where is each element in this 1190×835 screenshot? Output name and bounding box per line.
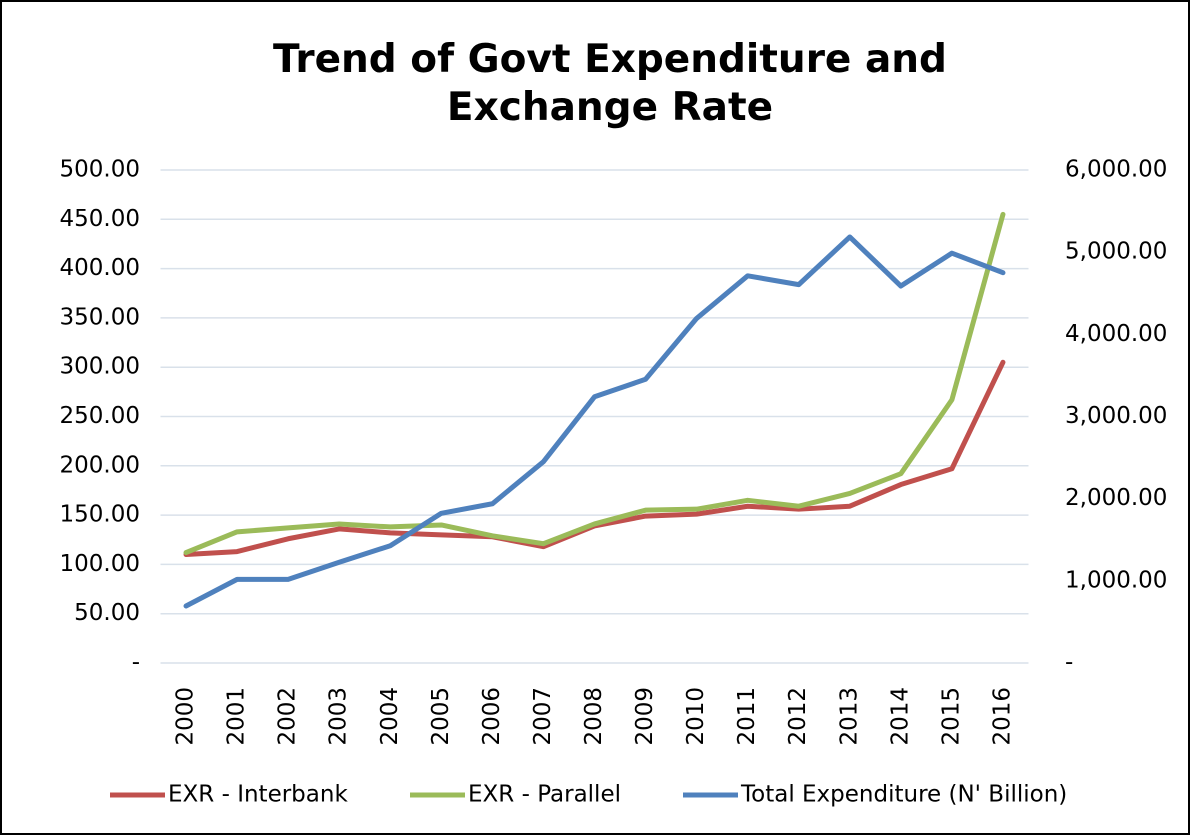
x-tick-label: 2000 xyxy=(173,687,199,746)
x-tick-label: 2008 xyxy=(581,687,607,746)
x-tick-label: 2015 xyxy=(938,687,964,746)
y-tick-label: 150.00 xyxy=(60,502,140,528)
x-tick-label: 2005 xyxy=(428,687,454,746)
x-tick-label: 2012 xyxy=(785,687,811,746)
x-tick-label: 2007 xyxy=(530,687,556,746)
series-line xyxy=(183,234,1006,609)
x-tick-label: 2006 xyxy=(479,687,505,746)
x-tick-label: 2014 xyxy=(887,687,913,746)
x-tick-label: 2002 xyxy=(275,687,301,746)
series-line xyxy=(183,211,1006,556)
y2-tick-label: 5,000.00 xyxy=(1065,239,1167,265)
y-tick-label: 300.00 xyxy=(60,354,140,380)
x-tick-label: 2016 xyxy=(989,687,1015,746)
y2-tick-label: 3,000.00 xyxy=(1065,403,1167,429)
x-tick-label: 2001 xyxy=(224,687,250,746)
y2-tick-label: 6,000.00 xyxy=(1065,157,1167,183)
y-tick-label: 100.00 xyxy=(60,551,140,577)
legend-label: EXR - Parallel xyxy=(468,782,621,808)
legend-label: EXR - Interbank xyxy=(168,782,348,808)
y-tick-label: 250.00 xyxy=(60,403,140,429)
x-tick-label: 2003 xyxy=(326,687,352,746)
y-tick-label: 50.00 xyxy=(74,600,140,626)
y-tick-label: 200.00 xyxy=(60,452,140,478)
y2-tick-label: 2,000.00 xyxy=(1065,485,1167,511)
y-tick-label: - xyxy=(132,650,140,676)
y2-tick-label: - xyxy=(1065,650,1073,676)
x-tick-label: 2011 xyxy=(734,687,760,746)
y-tick-label: 450.00 xyxy=(60,206,140,232)
y2-tick-label: 4,000.00 xyxy=(1065,321,1167,347)
x-tick-label: 2009 xyxy=(632,687,658,746)
x-tick-label: 2010 xyxy=(683,687,709,746)
x-tick-label: 2004 xyxy=(377,687,403,746)
y2-tick-label: 1,000.00 xyxy=(1065,567,1167,593)
legend-label: Total Expenditure (N' Billion) xyxy=(740,782,1067,808)
y-tick-label: 500.00 xyxy=(60,157,140,183)
chart-title: Trend of Govt Expenditure and Exchange R… xyxy=(273,37,947,130)
y-tick-label: 400.00 xyxy=(60,255,140,281)
y-tick-label: 350.00 xyxy=(60,304,140,330)
x-tick-label: 2013 xyxy=(836,687,862,746)
